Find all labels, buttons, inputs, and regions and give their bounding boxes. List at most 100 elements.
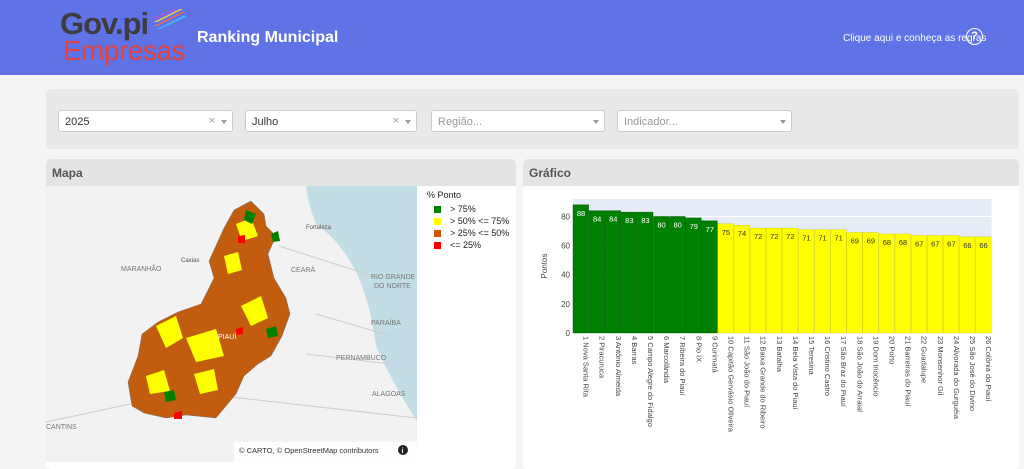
bar[interactable] — [878, 233, 895, 334]
bar-value-label: 69 — [851, 237, 859, 246]
indicator-placeholder: Indicador... — [624, 116, 678, 128]
chevron-down-icon[interactable] — [405, 120, 411, 124]
rules-link[interactable]: Clique aqui e conheça as regras — [843, 33, 987, 44]
legend-item[interactable]: > 50% <= 75% — [426, 215, 509, 227]
month-value: Julho — [252, 116, 279, 128]
bar-value-label: 84 — [593, 215, 601, 224]
y-tick-label: 40 — [561, 271, 570, 280]
y-tick-label: 80 — [561, 212, 570, 221]
legend-label: > 25% <= 50% — [450, 228, 510, 238]
bar-value-label: 88 — [577, 209, 585, 218]
bar[interactable] — [959, 236, 976, 334]
legend-item[interactable]: > 75% — [426, 203, 509, 215]
state-border — [278, 245, 392, 365]
bar-chart[interactable]: 0 20 40 60 80 Pontos 88 1 Nova Santa Rita 84 2 Pi… — [523, 186, 1019, 469]
bar[interactable] — [717, 223, 734, 334]
page-title: Ranking Municipal — [197, 29, 339, 46]
bar[interactable] — [765, 227, 782, 334]
bar[interactable] — [669, 216, 686, 334]
x-tick-label: 2 Piracuruca — [598, 336, 607, 379]
bar[interactable] — [637, 211, 654, 334]
bar-value-label: 72 — [786, 232, 794, 241]
indicator-select[interactable]: Indicador... — [617, 110, 792, 132]
bar[interactable] — [701, 220, 718, 334]
map-attribution[interactable]: © CARTO, © OpenStreetMap contributors — [239, 446, 379, 455]
bar[interactable] — [653, 216, 670, 334]
bar[interactable] — [894, 233, 911, 334]
bar-value-label: 74 — [738, 229, 746, 238]
clear-icon[interactable]: × — [392, 115, 399, 127]
bar[interactable] — [814, 229, 831, 334]
map-label: PIAUÍ — [218, 332, 236, 341]
chevron-down-icon[interactable] — [221, 120, 227, 124]
bar[interactable] — [927, 235, 944, 334]
map-legend: % Ponto > 75% > 50% <= 75% > 25% <= 50% … — [426, 190, 509, 251]
bar[interactable] — [749, 227, 766, 334]
bar[interactable] — [830, 229, 847, 334]
bar-value-label: 77 — [706, 225, 714, 234]
y-tick-label: 0 — [566, 329, 571, 338]
bar-value-label: 67 — [931, 239, 939, 248]
legend-item[interactable]: > 25% <= 50% — [426, 227, 509, 239]
map-label: RIO GRANDE — [371, 274, 416, 281]
x-tick-label: 19 Dom Inocêncio — [871, 336, 880, 396]
y-axis-label: Pontos — [540, 254, 549, 279]
chevron-down-icon[interactable] — [593, 120, 599, 124]
month-select[interactable]: Julho × — [245, 110, 417, 132]
logo-govpi[interactable]: Gov.pi — [60, 6, 149, 41]
x-tick-label: 21 Barreiras do Piauí — [904, 336, 913, 407]
map-label: DO NORTE — [374, 283, 411, 290]
bar[interactable] — [685, 217, 702, 334]
bar[interactable] — [572, 204, 589, 334]
x-tick-label: 6 Marcolândia — [662, 336, 671, 384]
year-select[interactable]: 2025 × — [58, 110, 233, 132]
bar[interactable] — [910, 235, 927, 334]
x-tick-label: 26 Colônia do Piauí — [984, 336, 993, 402]
bar[interactable] — [782, 227, 799, 334]
x-tick-label: 20 Porto — [887, 336, 896, 364]
bar-value-label: 71 — [834, 234, 842, 243]
bar-value-label: 67 — [915, 239, 923, 248]
ocean — [306, 186, 417, 421]
bar[interactable] — [862, 232, 879, 334]
piaui-shape[interactable] — [127, 200, 291, 419]
x-tick-label: 4 Barras — [630, 336, 639, 365]
x-tick-label: 5 Campo Alegre do Fidalgo — [646, 336, 655, 427]
bar-value-label: 66 — [979, 241, 987, 250]
legend-item[interactable]: <= 25% — [426, 239, 509, 251]
map-label: ALAGOAS — [372, 391, 406, 398]
map-label: PARAÍBA — [371, 318, 401, 327]
legend-title: % Ponto — [427, 190, 462, 200]
legend-swatch — [434, 205, 441, 213]
legend-label: > 50% <= 75% — [450, 216, 510, 226]
x-tick-label: 23 Monsenhor Gil — [936, 336, 945, 396]
x-tick-label: 10 Capitão Gervásio Oliveira — [726, 336, 735, 433]
y-tick-label: 60 — [561, 242, 570, 251]
map-label: Fortaleza — [306, 225, 332, 231]
bar-value-label: 75 — [722, 228, 730, 237]
logo-stripes-icon — [152, 9, 186, 29]
clear-icon[interactable]: × — [208, 115, 215, 127]
bar[interactable] — [621, 211, 638, 334]
bar-value-label: 83 — [625, 216, 633, 225]
x-tick-label: 1 Nova Santa Rita — [582, 336, 591, 398]
map-canvas[interactable]: MARANHÃO CEARÁ RIO GRANDE DO NORTE PARAÍ… — [46, 186, 417, 462]
info-icon[interactable] — [398, 445, 408, 455]
bar[interactable] — [975, 236, 992, 334]
bar[interactable] — [846, 232, 863, 334]
map-label: CANTINS — [46, 424, 77, 431]
bar-value-label: 71 — [802, 234, 810, 243]
question-circle-icon[interactable]: ? — [966, 28, 983, 45]
bar[interactable] — [943, 235, 960, 334]
bar[interactable] — [798, 229, 815, 334]
map-label: PERNAMBUCO — [336, 355, 387, 362]
region-select[interactable]: Região... — [431, 110, 605, 132]
bar[interactable] — [588, 210, 605, 334]
info-icon-glyph: i — [402, 448, 404, 455]
bar[interactable] — [604, 210, 621, 334]
bar[interactable] — [733, 225, 750, 334]
map-title: Mapa — [46, 159, 516, 186]
x-tick-label: 25 São José do Divino — [968, 336, 977, 411]
bar-value-label: 71 — [818, 234, 826, 243]
chevron-down-icon[interactable] — [780, 120, 786, 124]
